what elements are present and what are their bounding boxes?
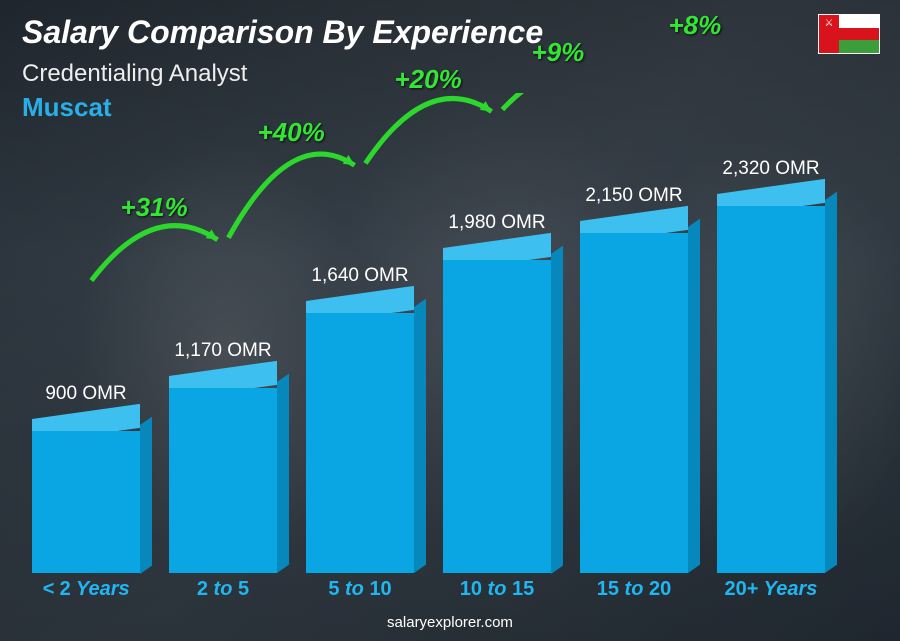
footer-attribution: salaryexplorer.com (0, 614, 900, 631)
x-axis-label: 5 to 10 (306, 578, 414, 601)
increase-pct-label: +20% (395, 64, 462, 95)
bar-value-label: 1,640 OMR (280, 265, 440, 287)
bar-value-label: 2,320 OMR (691, 158, 851, 180)
bar-value-label: 1,980 OMR (417, 212, 577, 234)
increase-pct-label: +40% (258, 117, 325, 148)
bar (717, 193, 825, 573)
bar (443, 193, 551, 573)
increase-pct-label: +31% (121, 192, 188, 223)
bar-value-label: 1,170 OMR (143, 340, 303, 362)
increase-pct-label: +9% (532, 37, 585, 68)
x-axis-label: 15 to 20 (580, 578, 688, 601)
bar (580, 193, 688, 573)
x-axis-label: < 2 Years (32, 578, 140, 601)
x-axis-label: 10 to 15 (443, 578, 551, 601)
x-axis-label: 20+ Years (717, 578, 825, 601)
chart-title: Salary Comparison By Experience (22, 14, 543, 51)
chart-subtitle: Credentialing Analyst (22, 60, 247, 88)
bar (306, 193, 414, 573)
increase-pct-label: +8% (669, 10, 722, 41)
oman-flag-icon: ⚔ (818, 14, 880, 54)
chart-container: Salary Comparison By Experience Credenti… (0, 0, 900, 641)
bar-value-label: 900 OMR (6, 383, 166, 405)
bar (169, 193, 277, 573)
bar-value-label: 2,150 OMR (554, 185, 714, 207)
x-axis-label: 2 to 5 (169, 578, 277, 601)
bar-chart: 900 OMR1,170 OMR1,640 OMR1,980 OMR2,150 … (32, 93, 850, 573)
